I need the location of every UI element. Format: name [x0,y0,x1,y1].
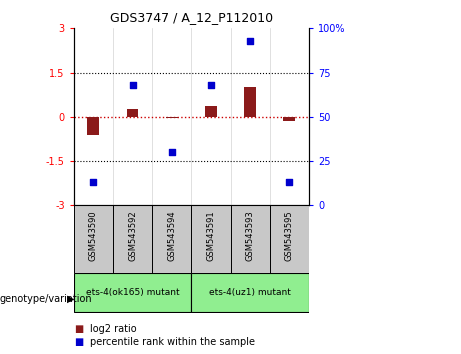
Bar [74,205,113,273]
Text: GSM543594: GSM543594 [167,211,176,261]
Point [89,179,97,185]
Text: ets-4(uz1) mutant: ets-4(uz1) mutant [209,289,291,297]
Point [246,38,254,44]
Text: GSM543593: GSM543593 [246,211,254,262]
Text: GSM543591: GSM543591 [207,211,215,261]
Bar [74,273,191,313]
Point [207,82,214,88]
Text: ■: ■ [74,337,83,347]
Bar [230,205,270,273]
Bar [152,205,191,273]
Bar [166,117,177,118]
Text: ▶: ▶ [67,294,74,304]
Text: ■: ■ [74,324,83,334]
Bar [205,107,217,117]
Bar [88,117,99,135]
Text: percentile rank within the sample: percentile rank within the sample [90,337,255,347]
Point [285,179,293,185]
Text: GSM543592: GSM543592 [128,211,137,261]
Point [129,82,136,88]
Bar [127,109,138,117]
Text: GSM543590: GSM543590 [89,211,98,261]
Bar [284,117,295,121]
Bar [191,273,309,313]
Text: ets-4(ok165) mutant: ets-4(ok165) mutant [86,289,179,297]
Bar [191,205,230,273]
Text: genotype/variation: genotype/variation [0,294,93,304]
Title: GDS3747 / A_12_P112010: GDS3747 / A_12_P112010 [110,11,273,24]
Text: GSM543595: GSM543595 [285,211,294,261]
Point [168,149,175,155]
Bar [244,87,256,117]
Bar [270,205,309,273]
Bar [113,205,152,273]
Text: log2 ratio: log2 ratio [90,324,136,334]
